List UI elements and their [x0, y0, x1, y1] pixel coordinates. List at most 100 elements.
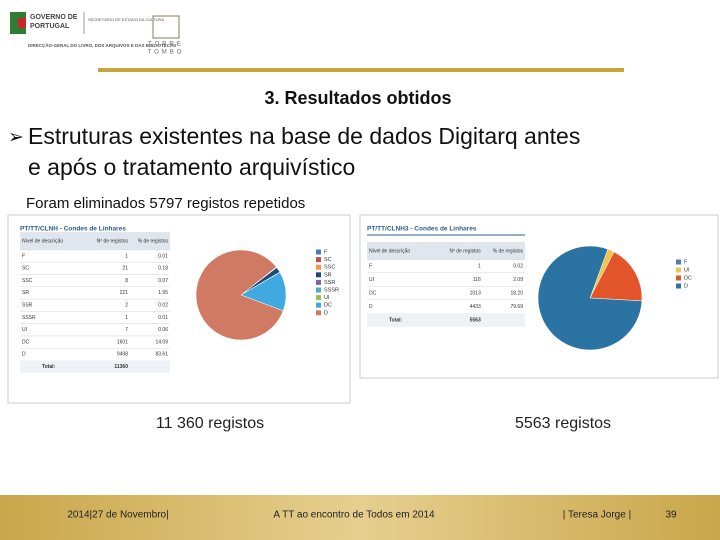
legend-label: SR	[324, 272, 332, 278]
column-header: Nível de descrição	[22, 238, 63, 244]
table-cell: 1013	[470, 290, 481, 296]
legend-label: D	[684, 283, 688, 289]
panel-title: PT/TT/CLNH - Condes de Linhares	[20, 226, 126, 233]
bullet-text: e após o tratamento arquivístico	[28, 154, 355, 180]
table-cell: UI	[369, 277, 374, 283]
pie-slice	[537, 245, 643, 351]
tt-logo	[152, 15, 180, 39]
total-row-bg	[367, 313, 525, 327]
legend-swatch	[316, 279, 321, 285]
column-header: % de registos	[493, 248, 524, 254]
legend-swatch	[316, 310, 321, 316]
legend-swatch	[676, 275, 681, 281]
logo-emblem	[18, 18, 26, 28]
legend-label: UI	[684, 267, 690, 273]
legend-swatch	[676, 283, 681, 289]
table-cell: 2.09	[513, 277, 523, 283]
table-cell: SC	[22, 266, 29, 272]
footer-bar	[0, 495, 720, 540]
table-cell: 221	[120, 290, 129, 296]
slide-title: 3. Resultados obtidos	[264, 88, 451, 108]
column-header: % de registos	[138, 238, 169, 244]
legend-label: SSC	[324, 265, 335, 271]
ministry: SECRETÁRIO DE ESTADO DA CULTURA	[88, 17, 164, 22]
note: Foram eliminados 5797 registos repetidos	[26, 195, 305, 212]
legend-label: DC	[684, 275, 692, 281]
column-header: Nº de registos	[449, 248, 481, 254]
column-header: Nº de registos	[97, 238, 129, 244]
pie-slice	[589, 251, 643, 302]
table-cell: SSR	[22, 303, 33, 309]
table-cell: 1	[478, 263, 481, 269]
footer-event: A TT ao encontro de Todos em 2014	[273, 510, 435, 521]
table-cell: 0.07	[158, 278, 168, 284]
table-cell: DC	[22, 339, 30, 345]
logo-text: PORTUGAL	[30, 23, 70, 30]
column-header: Nível de descrição	[369, 248, 410, 254]
total-row-bg	[20, 360, 170, 373]
legend-swatch	[676, 267, 681, 273]
gold-rule	[98, 68, 624, 72]
table-cell: 7	[125, 327, 128, 333]
table-cell: 18.20	[510, 290, 523, 296]
table-cell: D	[369, 304, 373, 310]
legend-label: F	[324, 249, 328, 255]
table-cell: UI	[22, 327, 27, 333]
bullet-arrow: ➢	[8, 127, 24, 148]
table-cell: F	[369, 263, 372, 269]
legend-swatch	[316, 272, 321, 278]
table-cell: DC	[369, 290, 377, 296]
table-cell: 1	[125, 253, 128, 259]
tt-text: TOMBO	[148, 50, 185, 56]
legend-label: F	[684, 259, 688, 265]
total-value: 11360	[114, 364, 128, 370]
table-cell: 0.02	[513, 263, 523, 269]
table-cell: 4433	[470, 304, 481, 310]
table-cell: 1601	[117, 339, 128, 345]
legend-swatch	[316, 302, 321, 308]
table-cell: 1.95	[158, 290, 168, 296]
legend-swatch	[316, 287, 321, 293]
table-header-bg	[367, 242, 525, 260]
panel-caption: 11 360 registos	[156, 415, 264, 432]
table-cell: 0.01	[158, 253, 168, 259]
panel-title: PT/TT/CLNH3 - Condes de Linhares	[367, 226, 477, 233]
agency: DIRECÇÃO-GERAL DO LIVRO, DOS ARQUIVOS E …	[28, 42, 176, 48]
table-cell: F	[22, 253, 25, 259]
table-cell: SR	[22, 290, 29, 296]
table-cell: 21	[122, 266, 128, 272]
table-cell: 0.06	[158, 327, 168, 333]
logo-text: GOVERNO DE	[30, 14, 78, 21]
legend-swatch	[316, 295, 321, 301]
panel-caption: 5563 registos	[515, 415, 611, 432]
table-cell: 2	[125, 303, 128, 309]
legend-label: D	[324, 310, 328, 316]
footer-page: 39	[665, 510, 677, 521]
table-cell: 0.01	[158, 315, 168, 321]
table-cell: 0.02	[158, 303, 168, 309]
table-cell: D	[22, 352, 26, 358]
tt-text: TORRE	[148, 42, 184, 48]
table-cell: 8	[125, 278, 128, 284]
footer-date: 2014|27 de Novembro|	[67, 510, 168, 521]
total-label: Total:	[389, 317, 403, 323]
legend-swatch	[316, 249, 321, 255]
total-label: Total:	[42, 364, 56, 370]
table-cell: 1	[125, 315, 128, 321]
legend-label: UI	[324, 295, 330, 301]
table-cell: 14.09	[155, 339, 168, 345]
table-cell: 79.69	[510, 304, 523, 310]
table-cell: SSSR	[22, 315, 36, 321]
table-cell: SSC	[22, 278, 33, 284]
legend-label: SSR	[324, 280, 335, 286]
footer-author: | Teresa Jorge |	[563, 510, 631, 521]
bullet-text: Estruturas existentes na base de dados D…	[28, 123, 580, 149]
legend-swatch	[316, 257, 321, 263]
table-cell: 0.18	[158, 266, 168, 272]
legend-swatch	[676, 259, 681, 265]
pie-slice	[195, 249, 284, 341]
legend-swatch	[316, 264, 321, 270]
table-cell: 116	[473, 277, 481, 283]
table-cell: 83.61	[155, 352, 168, 358]
